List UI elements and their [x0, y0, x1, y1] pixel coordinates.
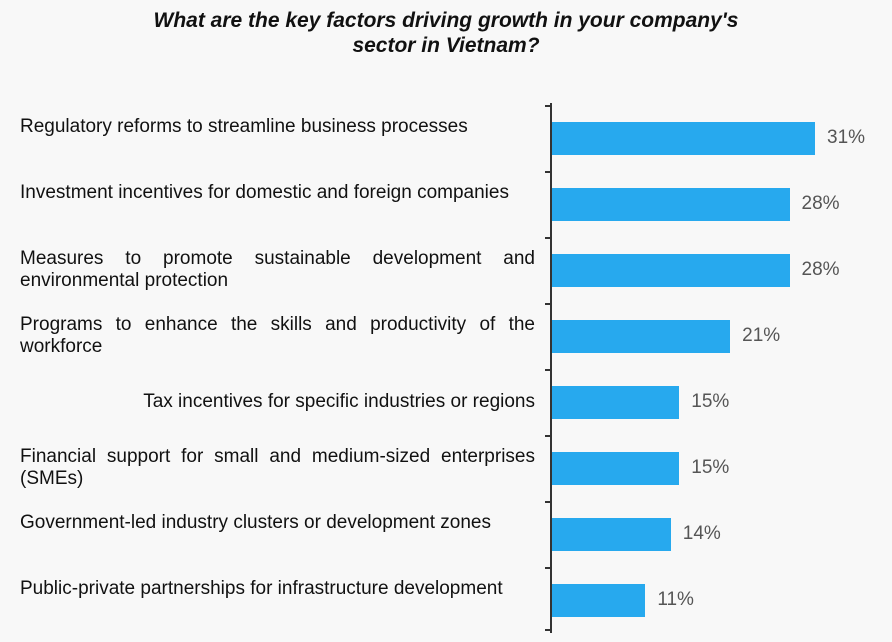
bar — [552, 518, 671, 551]
data-label: 14% — [682, 523, 721, 544]
axis-tick — [545, 629, 551, 631]
data-label: 15% — [691, 457, 730, 478]
data-label: 28% — [801, 193, 840, 214]
axis-tick — [545, 501, 551, 503]
data-label: 15% — [691, 391, 730, 412]
category-label: Regulatory reforms to streamline busines… — [20, 116, 468, 137]
y-axis-line — [550, 103, 552, 633]
bar — [552, 122, 815, 155]
axis-tick — [545, 105, 551, 107]
chart-title-line-2: sector in Vietnam? — [352, 34, 540, 57]
axis-tick — [545, 303, 551, 305]
category-label: Programs to enhance the skills and produ… — [20, 314, 535, 357]
chart-title: What are the key factors driving growth … — [0, 8, 892, 58]
axis-tick — [545, 237, 551, 239]
data-label: 11% — [657, 589, 694, 610]
category-label: Tax incentives for specific industries o… — [143, 391, 535, 412]
axis-tick — [545, 567, 551, 569]
bar — [552, 584, 646, 617]
bar — [552, 452, 680, 485]
bar — [552, 320, 731, 353]
data-label: 21% — [742, 325, 781, 346]
category-label: Financial support for small and medium-s… — [20, 446, 535, 489]
data-label: 28% — [801, 259, 840, 280]
category-label: Government-led industry clusters or deve… — [20, 512, 492, 533]
data-label: 31% — [827, 127, 866, 148]
bar — [552, 386, 680, 419]
axis-tick — [545, 435, 551, 437]
category-label: Investment incentives for domestic and f… — [20, 182, 509, 203]
axis-tick — [545, 171, 551, 173]
category-label: Public-private partnerships for infrastr… — [20, 578, 503, 599]
axis-tick — [545, 369, 551, 371]
chart-title-line-1: What are the key factors driving growth … — [153, 9, 739, 32]
bar — [552, 254, 790, 287]
category-label: Measures to promote sustainable developm… — [20, 248, 535, 291]
bar — [552, 188, 790, 221]
